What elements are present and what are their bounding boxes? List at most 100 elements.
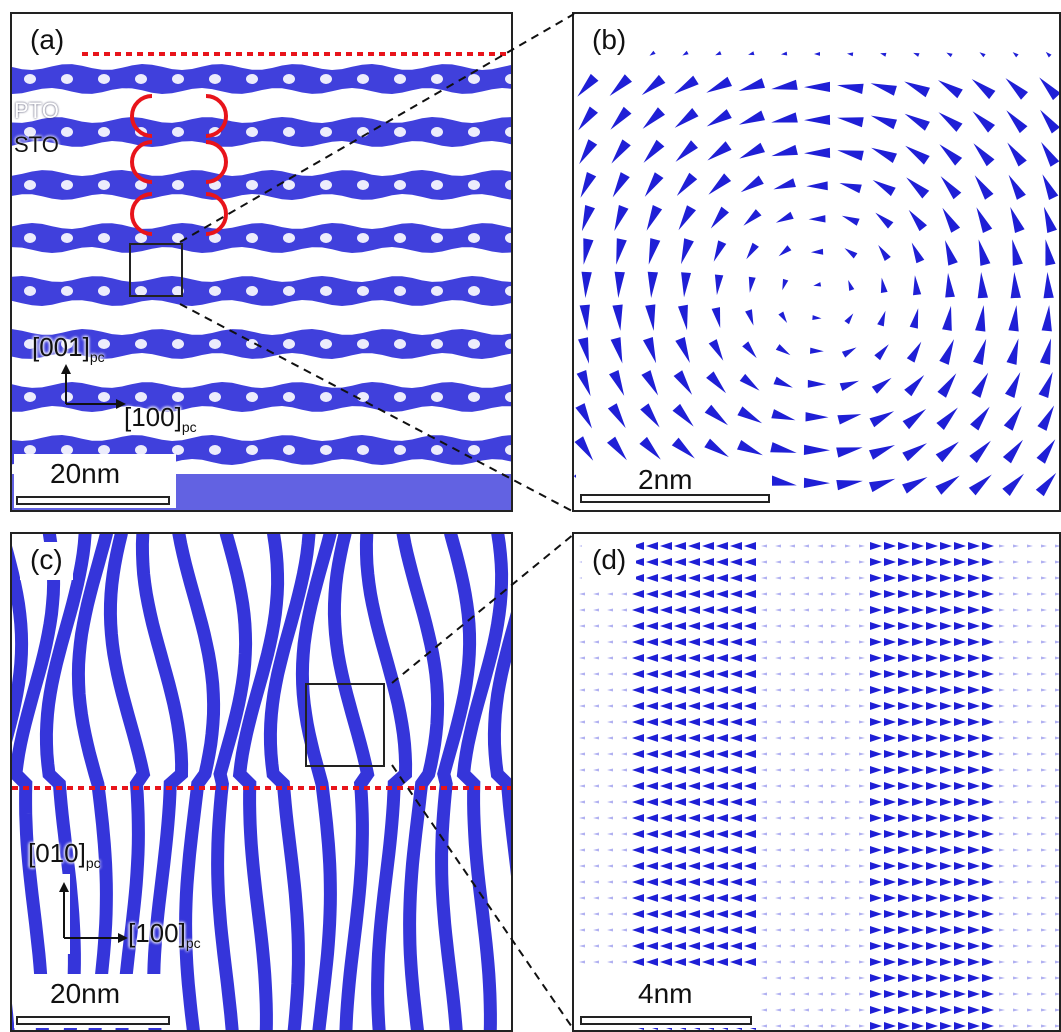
polarization-arrow xyxy=(954,542,966,550)
polarization-arrow xyxy=(607,403,626,429)
polarization-arrow xyxy=(803,800,809,804)
vortex-core xyxy=(357,74,369,84)
sto-layer-label: STO xyxy=(14,132,59,157)
polarization-arrow xyxy=(954,558,966,566)
stripe-domain xyxy=(359,534,413,1030)
polarization-arrow xyxy=(744,622,756,630)
polarization-arrow xyxy=(716,718,728,726)
polarization-arrow xyxy=(716,814,728,822)
polarization-arrow xyxy=(940,782,952,790)
polarization-arrow xyxy=(954,670,966,678)
polarization-arrow xyxy=(884,622,896,630)
vortex-core xyxy=(320,180,332,190)
polarization-arrow xyxy=(837,414,862,425)
polarization-arrow xyxy=(804,114,831,125)
polarization-arrow xyxy=(968,1022,980,1030)
polarization-arrow xyxy=(968,558,980,566)
polarization-arrow xyxy=(1042,174,1059,200)
polarization-arrow xyxy=(817,752,823,756)
polarization-arrow xyxy=(660,798,672,806)
polarization-arrow xyxy=(845,576,851,580)
polarization-arrow xyxy=(999,816,1005,820)
polarization-arrow xyxy=(745,309,754,326)
polarization-arrow xyxy=(744,638,756,646)
polarization-arrow xyxy=(579,720,585,724)
polarization-arrow xyxy=(607,960,613,964)
polarization-arrow xyxy=(954,926,966,934)
polarization-arrow xyxy=(607,768,613,772)
polarization-arrow xyxy=(845,848,851,852)
polarization-arrow xyxy=(884,830,896,838)
polarization-arrow xyxy=(874,344,889,361)
polarization-arrow xyxy=(1010,206,1025,233)
polarization-arrow xyxy=(578,337,589,364)
polarization-arrow xyxy=(642,107,665,129)
polarization-arrow xyxy=(912,926,924,934)
polarization-arrow xyxy=(607,944,613,948)
polarization-arrow xyxy=(761,560,767,564)
polarization-arrow xyxy=(1013,1024,1019,1028)
polarization-arrow xyxy=(674,734,686,742)
polarization-arrow xyxy=(845,784,851,788)
polarization-arrow xyxy=(674,590,686,598)
polarization-arrow xyxy=(831,960,837,964)
polarization-arrow xyxy=(632,590,644,598)
polarization-arrow xyxy=(744,750,756,758)
polarization-arrow xyxy=(982,958,994,966)
polarization-arrow xyxy=(836,447,863,458)
polarization-arrow xyxy=(640,403,660,428)
polarization-arrow xyxy=(1013,688,1019,692)
polarization-arrow xyxy=(968,798,980,806)
polarization-arrow xyxy=(940,830,952,838)
polarization-arrow xyxy=(968,606,980,614)
polarization-arrow xyxy=(999,720,1005,724)
polarization-arrow xyxy=(674,702,686,710)
polarization-arrow xyxy=(702,766,714,774)
polarization-arrow xyxy=(789,960,795,964)
vortex-core xyxy=(135,392,147,402)
polarization-arrow xyxy=(870,926,882,934)
polarization-arrow xyxy=(646,894,658,902)
polarization-arrow xyxy=(775,768,781,772)
polarization-arrow xyxy=(859,816,865,820)
polarization-arrow xyxy=(593,592,599,596)
polarization-arrow xyxy=(607,640,613,644)
polarization-arrow xyxy=(702,846,714,854)
polarization-arrow xyxy=(607,688,613,692)
polarization-arrow xyxy=(688,542,700,550)
polarization-arrow xyxy=(716,702,728,710)
vortex-core xyxy=(172,339,184,349)
polarization-arrow xyxy=(648,238,661,265)
vortex-core xyxy=(209,74,221,84)
polarization-arrow xyxy=(593,672,599,676)
polarization-arrow xyxy=(870,83,897,96)
polarization-arrow xyxy=(789,1024,795,1028)
vortex-core xyxy=(172,392,184,402)
polarization-arrow xyxy=(1035,472,1057,497)
polarization-arrow xyxy=(660,654,672,662)
polarization-arrow xyxy=(954,734,966,742)
polarization-arrow xyxy=(817,784,823,788)
polarization-arrow xyxy=(999,848,1005,852)
polarization-arrow xyxy=(1013,784,1019,788)
polarization-arrow xyxy=(775,672,781,676)
vortex-core xyxy=(468,233,480,243)
polarization-arrow xyxy=(1037,405,1055,431)
polarization-arrow xyxy=(632,734,644,742)
polarization-arrow xyxy=(1055,720,1059,724)
polarization-arrow xyxy=(761,880,767,884)
polarization-arrow xyxy=(716,654,728,662)
polarization-arrow xyxy=(1041,672,1047,676)
polarization-arrow xyxy=(954,606,966,614)
polarization-arrow xyxy=(775,688,781,692)
polarization-arrow xyxy=(803,444,830,455)
polarization-arrow xyxy=(831,624,837,628)
polarization-arrow xyxy=(982,830,994,838)
polarization-arrow xyxy=(1013,832,1019,836)
polarization-arrow xyxy=(646,910,658,918)
polarization-arrow xyxy=(646,205,663,231)
polarization-arrow xyxy=(817,864,823,868)
polarization-arrow xyxy=(859,624,865,628)
polarization-arrow xyxy=(688,670,700,678)
polarization-arrow xyxy=(583,238,594,265)
